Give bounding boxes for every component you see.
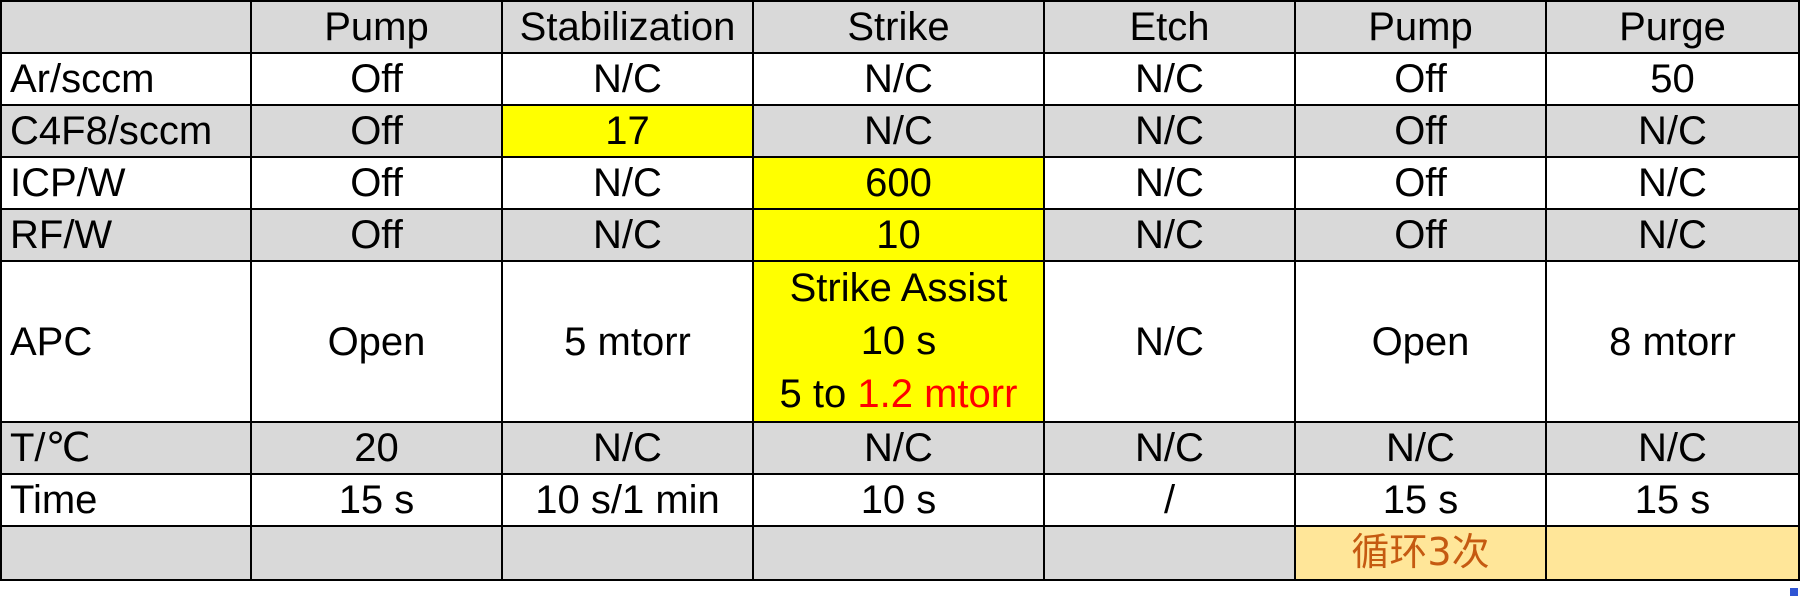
icp-purge-cell[interactable]: N/C: [1545, 156, 1800, 210]
row-ar-flow: Ar/sccm Off N/C N/C N/C Off 50: [0, 52, 1800, 106]
header-pump[interactable]: Pump: [250, 0, 503, 54]
cycle-count-note[interactable]: 循环3次: [1294, 525, 1547, 581]
apc-pump-2-cell[interactable]: Open: [1294, 260, 1547, 423]
time-etch-cell[interactable]: /: [1043, 473, 1296, 527]
header-purge[interactable]: Purge: [1545, 0, 1800, 54]
apc-strike-range-target: 1.2 mtorr: [857, 372, 1018, 416]
header-strike[interactable]: Strike: [752, 0, 1045, 54]
row-icp-power: ICP/W Off N/C 600 N/C Off N/C: [0, 156, 1800, 210]
rf-purge-cell[interactable]: N/C: [1545, 208, 1800, 262]
note-blank-cell-3[interactable]: [501, 525, 754, 581]
time-pump-cell[interactable]: 15 s: [250, 473, 503, 527]
icp-pump-2-cell[interactable]: Off: [1294, 156, 1547, 210]
note-blank-cell-6[interactable]: [1545, 525, 1800, 581]
apc-strike-cell[interactable]: Strike Assist 10 s 5 to 1.2 mtorr: [752, 260, 1045, 423]
apc-strike-line-1: Strike Assist: [789, 266, 1008, 310]
fill-handle[interactable]: [1790, 588, 1798, 596]
icp-etch-cell[interactable]: N/C: [1043, 156, 1296, 210]
c4f8-etch-cell[interactable]: N/C: [1043, 104, 1296, 158]
rf-etch-cell[interactable]: N/C: [1043, 208, 1296, 262]
time-stabilization-cell[interactable]: 10 s/1 min: [501, 473, 754, 527]
ar-strike-cell[interactable]: N/C: [752, 52, 1045, 106]
t-pump-2-cell[interactable]: N/C: [1294, 421, 1547, 475]
note-blank-cell-4[interactable]: [752, 525, 1045, 581]
header-pump-2[interactable]: Pump: [1294, 0, 1547, 54]
header-etch[interactable]: Etch: [1043, 0, 1296, 54]
apc-strike-line-3: 5 to 1.2 mtorr: [755, 368, 1042, 420]
apc-stabilization-cell[interactable]: 5 mtorr: [501, 260, 754, 423]
note-blank-cell-1[interactable]: [0, 525, 252, 581]
row-label-time[interactable]: Time: [0, 473, 252, 527]
process-recipe-table: Pump Stabilization Strike Etch Pump Purg…: [0, 0, 1800, 581]
row-cycle-note: 循环3次: [0, 525, 1800, 581]
rf-strike-cell[interactable]: 10: [752, 208, 1045, 262]
row-temperature: T/℃ 20 N/C N/C N/C N/C N/C: [0, 421, 1800, 475]
apc-pump-cell[interactable]: Open: [250, 260, 503, 423]
row-label-temperature[interactable]: T/℃: [0, 421, 252, 475]
header-stabilization[interactable]: Stabilization: [501, 0, 754, 54]
apc-strike-range-prefix: 5 to: [779, 372, 858, 416]
time-pump-2-cell[interactable]: 15 s: [1294, 473, 1547, 527]
ar-etch-cell[interactable]: N/C: [1043, 52, 1296, 106]
note-blank-cell-2[interactable]: [250, 525, 503, 581]
t-strike-cell[interactable]: N/C: [752, 421, 1045, 475]
apc-strike-line-2: 10 s: [860, 319, 937, 363]
c4f8-stabilization-cell[interactable]: 17: [501, 104, 754, 158]
row-label-ar[interactable]: Ar/sccm: [0, 52, 252, 106]
row-c4f8-flow: C4F8/sccm Off 17 N/C N/C Off N/C: [0, 104, 1800, 158]
header-corner-cell[interactable]: [0, 0, 252, 54]
t-purge-cell[interactable]: N/C: [1545, 421, 1800, 475]
icp-strike-cell[interactable]: 600: [752, 156, 1045, 210]
time-purge-cell[interactable]: 15 s: [1545, 473, 1800, 527]
note-blank-cell-5[interactable]: [1043, 525, 1296, 581]
c4f8-pump-cell[interactable]: Off: [250, 104, 503, 158]
row-label-apc[interactable]: APC: [0, 260, 252, 423]
t-pump-cell[interactable]: 20: [250, 421, 503, 475]
ar-stabilization-cell[interactable]: N/C: [501, 52, 754, 106]
header-row: Pump Stabilization Strike Etch Pump Purg…: [0, 0, 1800, 54]
c4f8-purge-cell[interactable]: N/C: [1545, 104, 1800, 158]
t-etch-cell[interactable]: N/C: [1043, 421, 1296, 475]
ar-pump-cell[interactable]: Off: [250, 52, 503, 106]
ar-purge-cell[interactable]: 50: [1545, 52, 1800, 106]
ar-pump-2-cell[interactable]: Off: [1294, 52, 1547, 106]
icp-pump-cell[interactable]: Off: [250, 156, 503, 210]
apc-purge-cell[interactable]: 8 mtorr: [1545, 260, 1800, 423]
c4f8-pump-2-cell[interactable]: Off: [1294, 104, 1547, 158]
rf-stabilization-cell[interactable]: N/C: [501, 208, 754, 262]
row-time: Time 15 s 10 s/1 min 10 s / 15 s 15 s: [0, 473, 1800, 527]
c4f8-strike-cell[interactable]: N/C: [752, 104, 1045, 158]
rf-pump-2-cell[interactable]: Off: [1294, 208, 1547, 262]
apc-etch-cell[interactable]: N/C: [1043, 260, 1296, 423]
row-label-c4f8[interactable]: C4F8/sccm: [0, 104, 252, 158]
row-rf-power: RF/W Off N/C 10 N/C Off N/C: [0, 208, 1800, 262]
icp-stabilization-cell[interactable]: N/C: [501, 156, 754, 210]
rf-pump-cell[interactable]: Off: [250, 208, 503, 262]
row-apc: APC Open 5 mtorr Strike Assist 10 s 5 to…: [0, 260, 1800, 423]
row-label-icp[interactable]: ICP/W: [0, 156, 252, 210]
time-strike-cell[interactable]: 10 s: [752, 473, 1045, 527]
t-stabilization-cell[interactable]: N/C: [501, 421, 754, 475]
row-label-rf[interactable]: RF/W: [0, 208, 252, 262]
